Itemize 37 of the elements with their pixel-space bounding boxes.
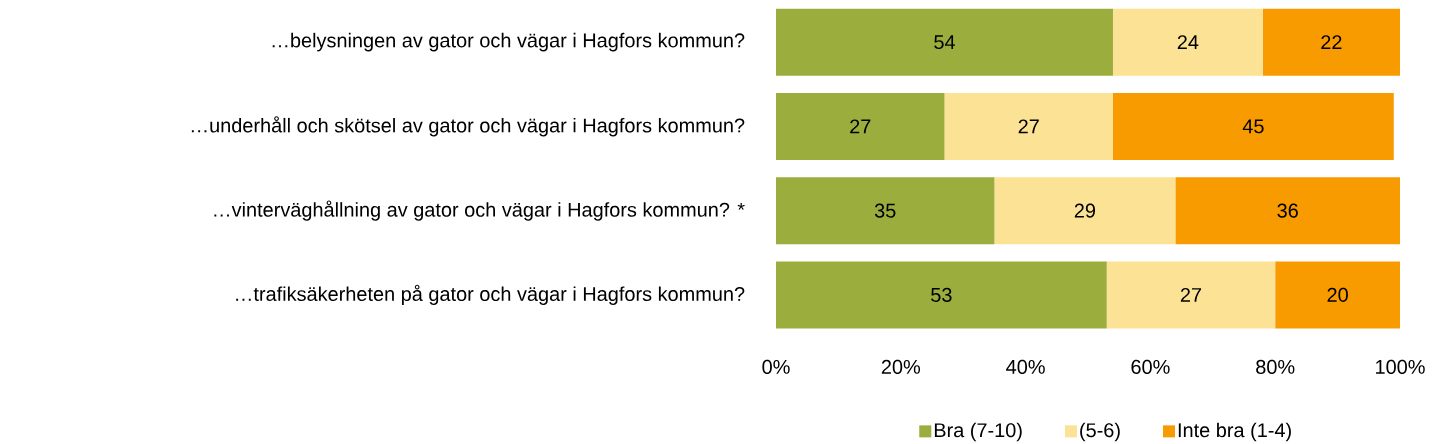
bar — [1175, 177, 1401, 245]
bar — [1106, 261, 1276, 329]
data-label: 20 — [1327, 287, 1348, 302]
data-label: 27 — [1018, 119, 1039, 134]
x-tick-label: 20% — [881, 359, 921, 374]
data-label: 35 — [874, 203, 896, 218]
legend-label: (5-6) — [1080, 422, 1120, 442]
x-tick-label: 0% — [762, 359, 790, 374]
y-tick-label: …vinterväghållning av gator och vägar i Hagfors kommun? * — [214, 200, 745, 221]
data-label: 36 — [1277, 203, 1298, 218]
data-label: 27 — [1180, 287, 1202, 302]
y-tick-label: …belysningen av gator och vägar i Hagfors kommun? — [272, 32, 745, 52]
x-tick-label: 100% — [1376, 359, 1425, 374]
data-label: 54 — [934, 35, 955, 50]
bar — [1112, 92, 1394, 160]
data-label: 53 — [931, 287, 952, 302]
data-label: 45 — [1242, 119, 1264, 134]
x-tick-label: 60% — [1131, 359, 1170, 374]
data-label: 27 — [850, 119, 871, 134]
bar — [994, 177, 1176, 245]
bar — [776, 8, 1113, 76]
bar — [776, 92, 945, 160]
x-tick-label: 40% — [1006, 359, 1045, 374]
bar — [776, 261, 1107, 329]
bar — [1262, 8, 1401, 76]
legend-label: Inte bra (1-4) — [1178, 422, 1291, 442]
bar — [1112, 8, 1263, 76]
data-label: 29 — [1074, 203, 1096, 218]
data-label: 22 — [1321, 35, 1342, 50]
y-tick-label: …underhåll och skötsel av gator och vägar i Hagfors kommun? — [191, 116, 745, 137]
legend-label: Bra (7-10) — [934, 422, 1022, 442]
y-tick-label: …trafiksäkerheten på gator och vägar i Hagfors kommun? — [236, 284, 745, 305]
x-tick-label: 80% — [1256, 359, 1295, 374]
data-label: 24 — [1177, 35, 1199, 50]
bar — [1275, 261, 1401, 329]
bar — [944, 92, 1113, 160]
bar — [776, 177, 995, 245]
